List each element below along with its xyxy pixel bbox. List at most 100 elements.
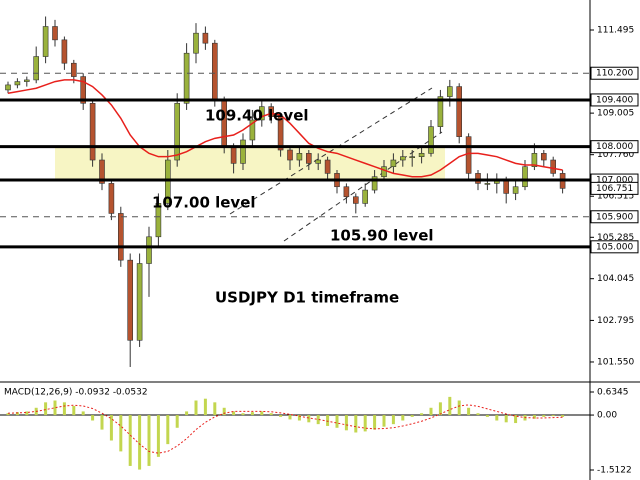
macd-tick-label: 0.00 — [597, 411, 617, 421]
y-tick-label: 106.515 — [597, 192, 634, 202]
last-price-box — [590, 181, 639, 195]
macd-bar — [485, 415, 489, 417]
candle-body — [277, 116, 284, 151]
candle-body — [352, 196, 359, 204]
annotation: 109.40 level — [205, 107, 309, 125]
macd-bar — [279, 415, 283, 417]
candle-body — [418, 153, 425, 157]
channel-line — [229, 87, 433, 215]
macd-bar — [128, 415, 132, 466]
macd-bar — [25, 411, 29, 416]
macd-bar — [232, 411, 236, 416]
macd-bar — [561, 415, 565, 417]
candle-body — [371, 176, 378, 191]
level-label: 108.000 — [596, 142, 633, 152]
candle-body — [146, 236, 152, 264]
level-label-box — [590, 66, 639, 80]
annotation: 105.90 level — [330, 227, 434, 245]
macd-bar — [269, 413, 273, 416]
macd-bar — [551, 415, 555, 417]
macd-bar — [15, 412, 19, 416]
candle-body — [287, 149, 293, 161]
macd-bar — [335, 415, 339, 428]
level-label-box — [590, 240, 639, 254]
macd-bar — [307, 415, 311, 423]
macd-bar — [147, 415, 151, 466]
y-tick-label: 109.005 — [597, 109, 634, 119]
candle-body — [484, 183, 491, 185]
macd-bar — [514, 415, 518, 424]
macd-bar — [72, 405, 76, 416]
candle-body — [409, 156, 416, 158]
candle-body — [240, 139, 246, 164]
candle-body — [108, 183, 115, 214]
macd-bar — [100, 415, 104, 430]
macd-tick-label: -1.5122 — [597, 466, 632, 476]
macd-bar — [326, 415, 330, 426]
candle-body — [531, 153, 538, 168]
candle-body — [522, 166, 528, 188]
macd-bar — [138, 415, 142, 470]
candle-body — [465, 136, 472, 174]
macd-bar — [119, 415, 123, 452]
macd-bar — [241, 413, 245, 416]
candle-body — [540, 153, 547, 161]
macd-bar — [175, 415, 179, 428]
macd-bar — [410, 415, 414, 417]
macd-bar — [391, 415, 395, 425]
macd-bar — [91, 415, 95, 421]
annotation: USDJPY D1 timeframe — [215, 289, 399, 307]
level-label-box — [590, 210, 639, 224]
candle-body — [136, 263, 143, 341]
macd-bar — [156, 415, 160, 457]
candle-body — [80, 76, 86, 104]
macd-bar — [467, 407, 471, 416]
macd-bar — [260, 411, 264, 416]
macd-bar — [363, 415, 367, 432]
macd-tick-label: 0.6345 — [597, 387, 629, 397]
macd-bar — [53, 400, 57, 416]
range-zone — [55, 146, 445, 181]
candle-body — [42, 26, 49, 57]
candle-body — [296, 153, 303, 161]
macd-bar — [344, 415, 348, 431]
candle-body — [390, 159, 397, 168]
level-label-box — [590, 93, 639, 107]
candle-body — [399, 156, 406, 161]
macd-bar — [44, 402, 48, 416]
macd-bar — [382, 415, 386, 427]
macd-bar — [354, 415, 358, 433]
macd-bar — [203, 398, 207, 416]
level-label: 109.400 — [596, 95, 633, 105]
macd-bar — [62, 402, 66, 416]
macd-signal — [7, 404, 563, 454]
macd-bar — [532, 415, 536, 419]
candle-body — [446, 86, 453, 97]
channel-line — [283, 131, 443, 242]
candle-body — [71, 62, 77, 77]
macd-bar — [420, 413, 424, 416]
candle-body — [61, 39, 68, 64]
candle-body — [249, 119, 256, 141]
candle-body — [362, 189, 369, 204]
macd-bar — [81, 411, 85, 416]
macd-bar — [448, 396, 452, 416]
macd-bar — [401, 415, 405, 421]
macd-bar — [542, 415, 546, 417]
candle-body — [89, 102, 96, 161]
candle-body — [14, 81, 21, 86]
macd-bar — [166, 415, 170, 445]
candle-body — [33, 56, 40, 81]
macd-bar — [6, 413, 10, 416]
candle-body — [428, 126, 434, 154]
macd-bar — [373, 415, 377, 430]
macd-bar — [109, 415, 113, 441]
macd-bar — [222, 407, 226, 416]
y-tick-label: 101.550 — [597, 357, 634, 367]
candle-body — [202, 32, 209, 44]
y-tick-label: 102.795 — [597, 316, 634, 326]
last-price-label: 106.751 — [596, 184, 633, 194]
candle-body — [127, 259, 133, 341]
macd-bar — [438, 402, 442, 416]
